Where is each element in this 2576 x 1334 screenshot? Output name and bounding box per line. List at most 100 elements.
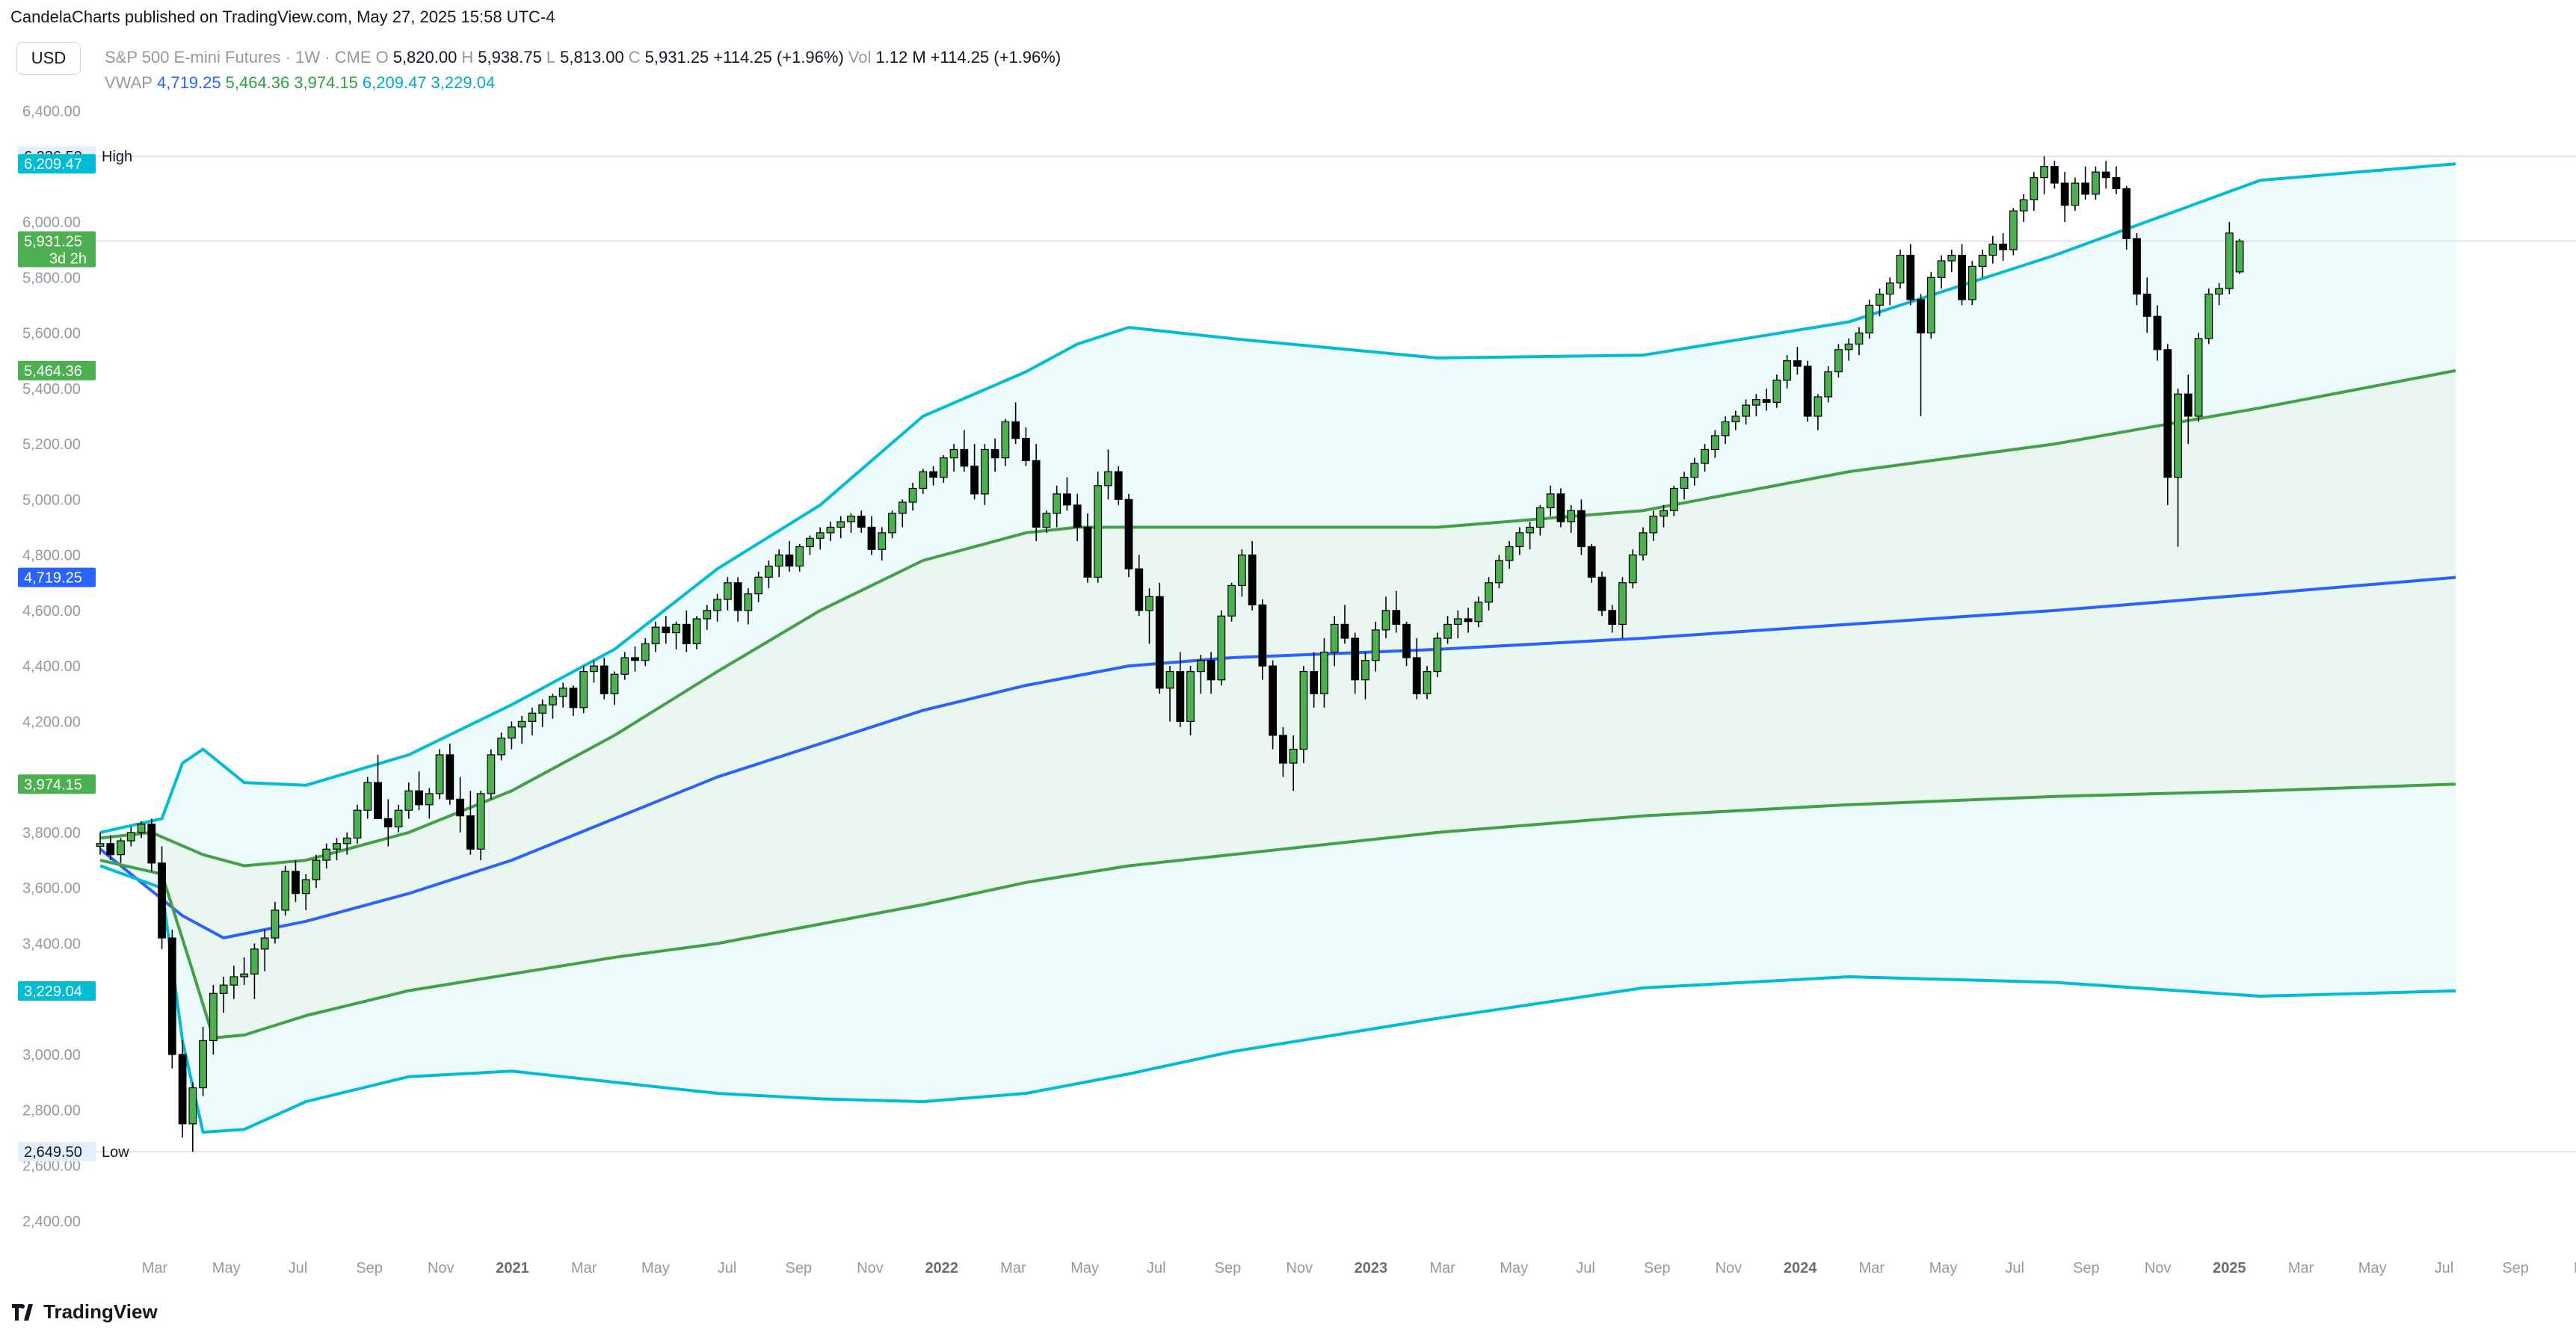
- candle[interactable]: [219, 977, 228, 1013]
- candle[interactable]: [1464, 608, 1473, 633]
- candle[interactable]: [1320, 638, 1328, 708]
- candle[interactable]: [1227, 582, 1236, 622]
- candle[interactable]: [774, 549, 783, 578]
- candle[interactable]: [1217, 610, 1226, 686]
- candle[interactable]: [867, 516, 876, 555]
- candle[interactable]: [476, 791, 485, 861]
- currency-button[interactable]: USD: [16, 42, 81, 75]
- candle[interactable]: [374, 754, 382, 819]
- candle[interactable]: [641, 638, 650, 667]
- candle[interactable]: [281, 865, 290, 916]
- candle[interactable]: [692, 616, 701, 649]
- candle[interactable]: [1793, 347, 1802, 375]
- candle[interactable]: [117, 838, 125, 863]
- candle[interactable]: [1053, 485, 1061, 528]
- candle[interactable]: [1042, 510, 1051, 533]
- candle[interactable]: [1505, 541, 1514, 569]
- candle[interactable]: [1701, 444, 1709, 472]
- candle[interactable]: [1330, 616, 1339, 667]
- candle[interactable]: [466, 791, 475, 855]
- candle[interactable]: [1299, 666, 1308, 764]
- candle[interactable]: [723, 577, 732, 611]
- candle[interactable]: [1361, 652, 1369, 700]
- candle[interactable]: [662, 616, 671, 644]
- candle[interactable]: [1937, 255, 1946, 289]
- candle[interactable]: [1803, 360, 1812, 422]
- candle[interactable]: [1536, 504, 1544, 536]
- candle[interactable]: [1485, 577, 1494, 611]
- candle[interactable]: [1269, 660, 1278, 750]
- candle[interactable]: [1094, 472, 1103, 583]
- candle[interactable]: [1278, 726, 1287, 777]
- candle[interactable]: [1381, 596, 1390, 638]
- price-axis[interactable]: 6,400.00 6,000.00 5,800.00 5,600.00 5,400.00…: [22, 103, 81, 1229]
- candle[interactable]: [1351, 632, 1360, 694]
- candle[interactable]: [312, 854, 321, 889]
- candle[interactable]: [435, 749, 444, 800]
- candle[interactable]: [970, 444, 979, 500]
- candle[interactable]: [199, 1026, 207, 1096]
- candle[interactable]: [1145, 588, 1153, 644]
- candle[interactable]: [2040, 156, 2049, 194]
- time-axis[interactable]: Mar May Jul Sep Nov 2021 Mar May Jul Sep Nov 2022 Ma…: [142, 1260, 2576, 1276]
- candle[interactable]: [1968, 260, 1976, 306]
- candle[interactable]: [1186, 666, 1195, 735]
- candle[interactable]: [847, 513, 855, 533]
- candle[interactable]: [610, 671, 619, 705]
- candle[interactable]: [1814, 394, 1822, 430]
- candle[interactable]: [878, 527, 887, 561]
- candle[interactable]: [1412, 638, 1421, 700]
- candle[interactable]: [1824, 366, 1833, 403]
- candle[interactable]: [1865, 299, 1874, 339]
- candle[interactable]: [1073, 493, 1082, 542]
- candle[interactable]: [1721, 416, 1730, 445]
- candle[interactable]: [1947, 250, 1956, 272]
- candle[interactable]: [158, 846, 166, 949]
- candle[interactable]: [1135, 555, 1144, 617]
- candle[interactable]: [733, 577, 742, 622]
- candle[interactable]: [2009, 208, 2018, 256]
- candle[interactable]: [1155, 582, 1164, 694]
- candle[interactable]: [990, 438, 999, 472]
- candle[interactable]: [394, 804, 403, 833]
- candle[interactable]: [1834, 344, 1843, 377]
- candle[interactable]: [764, 561, 773, 589]
- candle[interactable]: [672, 621, 680, 649]
- candle[interactable]: [1196, 655, 1205, 694]
- candle[interactable]: [960, 430, 969, 472]
- candle[interactable]: [1926, 271, 1935, 339]
- candle[interactable]: [2163, 344, 2172, 505]
- candle[interactable]: [826, 522, 835, 542]
- candle[interactable]: [908, 483, 917, 511]
- candle[interactable]: [2112, 166, 2121, 194]
- candle[interactable]: [292, 860, 300, 902]
- candle[interactable]: [2081, 166, 2090, 200]
- candle[interactable]: [1587, 543, 1596, 583]
- candle[interactable]: [857, 510, 866, 533]
- candle[interactable]: [2133, 232, 2141, 306]
- candle[interactable]: [167, 929, 176, 1069]
- candle[interactable]: [836, 516, 845, 539]
- candles[interactable]: [96, 156, 2244, 1152]
- candle[interactable]: [1906, 244, 1915, 306]
- candle[interactable]: [1474, 596, 1483, 628]
- candle[interactable]: [240, 957, 249, 986]
- candle[interactable]: [1660, 504, 1668, 528]
- candle[interactable]: [353, 804, 362, 844]
- candle[interactable]: [1165, 666, 1174, 722]
- candle[interactable]: [456, 776, 464, 833]
- candle[interactable]: [1402, 621, 1411, 667]
- candle[interactable]: [342, 832, 351, 855]
- candle[interactable]: [96, 832, 105, 855]
- candle[interactable]: [620, 652, 629, 680]
- candle[interactable]: [2215, 282, 2223, 306]
- candle[interactable]: [209, 985, 218, 1054]
- candle[interactable]: [497, 732, 506, 761]
- candle[interactable]: [188, 1082, 197, 1152]
- candle[interactable]: [538, 699, 547, 727]
- candle[interactable]: [1618, 577, 1627, 638]
- candle[interactable]: [1844, 338, 1853, 361]
- candle[interactable]: [1526, 522, 1535, 550]
- candle[interactable]: [1083, 513, 1092, 583]
- candle[interactable]: [404, 782, 413, 819]
